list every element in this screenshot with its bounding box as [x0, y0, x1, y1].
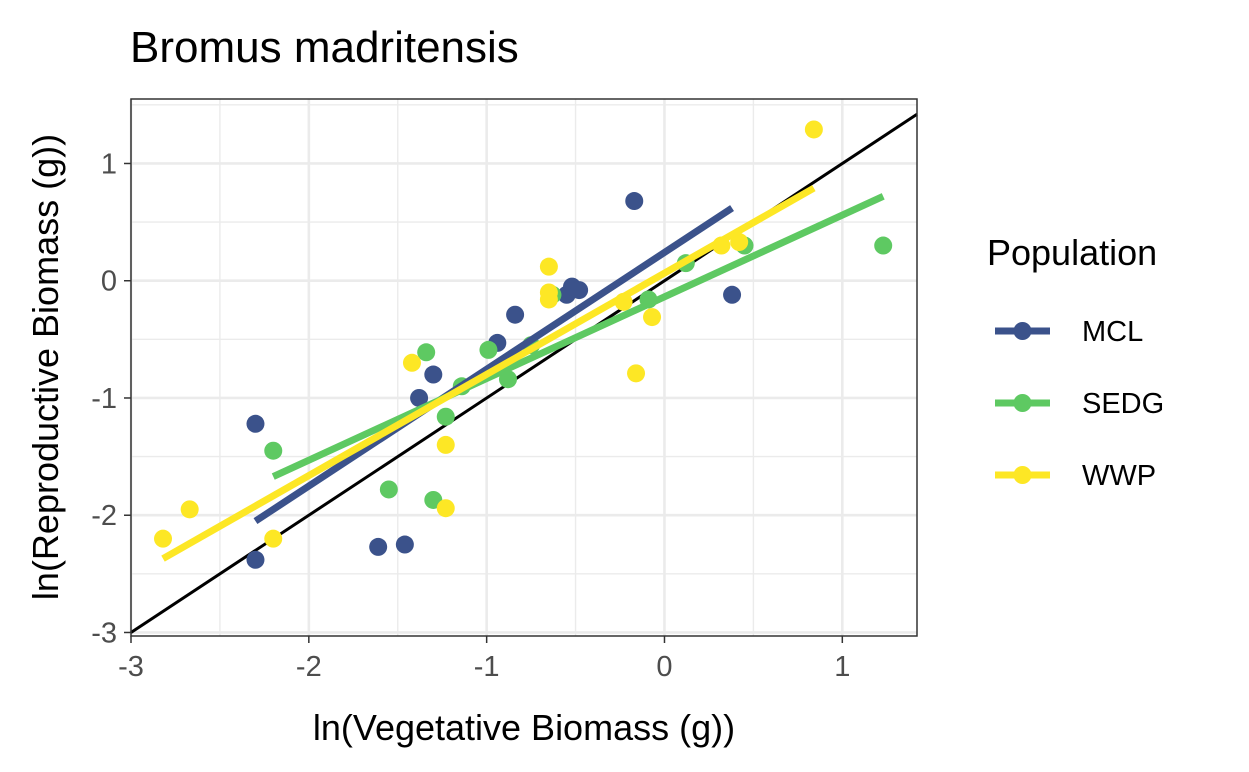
y-tick-label: 0: [101, 266, 117, 298]
legend-key-point-wwp: [1013, 466, 1032, 484]
data-point-wwp: [539, 257, 558, 276]
legend-keys: MCL SEDG WWP: [995, 316, 1164, 492]
data-point-sedg: [379, 480, 398, 499]
data-point-mcl: [246, 550, 265, 569]
data-point-mcl: [625, 192, 644, 211]
legend-label-wwp: WWP: [1082, 460, 1156, 492]
data-point-mcl: [410, 388, 429, 407]
x-tick-label: -2: [296, 651, 322, 683]
data-point-mcl: [395, 535, 414, 554]
legend: Population MCL SEDG WWP: [987, 232, 1164, 492]
data-point-wwp: [180, 500, 199, 519]
data-point-sedg: [874, 236, 893, 255]
minor-gridlines: [131, 99, 917, 636]
fit-lines-layer: [161, 185, 885, 562]
y-tick-label: -2: [91, 500, 117, 532]
data-point-mcl: [506, 305, 525, 324]
x-tick-label: 1: [834, 651, 850, 683]
data-point-wwp: [436, 499, 455, 518]
data-point-sedg: [417, 343, 436, 362]
data-point-wwp: [643, 308, 662, 327]
legend-key-point-sedg: [1013, 394, 1032, 412]
data-point-sedg: [436, 407, 455, 426]
data-point-mcl: [369, 537, 388, 556]
y-tick-label: -1: [91, 383, 117, 415]
data-point-wwp: [730, 233, 749, 252]
chart-title: Bromus madritensis: [130, 23, 519, 72]
data-point-wwp: [436, 435, 455, 454]
y-axis: -3 -2 -1 0 1: [91, 148, 131, 649]
data-point-mcl: [246, 414, 265, 433]
data-point-mcl: [424, 365, 443, 384]
y-tick-label: 1: [101, 148, 117, 180]
y-axis-title: ln(Reproductive Biomass (g)): [25, 134, 66, 600]
data-point-sedg: [498, 370, 517, 389]
x-tick-label: 0: [656, 651, 672, 683]
legend-label-sedg: SEDG: [1082, 388, 1164, 420]
plot-panel: [129, 98, 918, 637]
data-point-wwp: [402, 353, 421, 372]
data-point-wwp: [627, 364, 646, 383]
data-point-sedg: [264, 441, 283, 460]
data-point-wwp: [264, 529, 283, 548]
legend-title: Population: [987, 232, 1157, 273]
x-axis: -3 -2 -1 0 1: [118, 636, 850, 683]
x-tick-label: -1: [474, 651, 500, 683]
fit-line-wwp: [161, 185, 816, 562]
data-point-mcl: [570, 281, 589, 300]
x-axis-title: ln(Vegetative Biomass (g)): [313, 707, 735, 748]
legend-key-point-mcl: [1013, 322, 1032, 340]
data-point-wwp: [539, 290, 558, 309]
fit-line-sedg: [271, 193, 885, 480]
data-point-wwp: [154, 529, 173, 548]
data-point-wwp: [804, 120, 823, 139]
legend-label-mcl: MCL: [1082, 316, 1143, 348]
x-tick-label: -3: [118, 651, 144, 683]
fit-line-mcl: [253, 205, 734, 525]
panel-border: [130, 98, 918, 637]
y-tick-label: -3: [91, 617, 117, 649]
data-point-mcl: [723, 285, 742, 304]
data-point-sedg: [479, 340, 498, 359]
